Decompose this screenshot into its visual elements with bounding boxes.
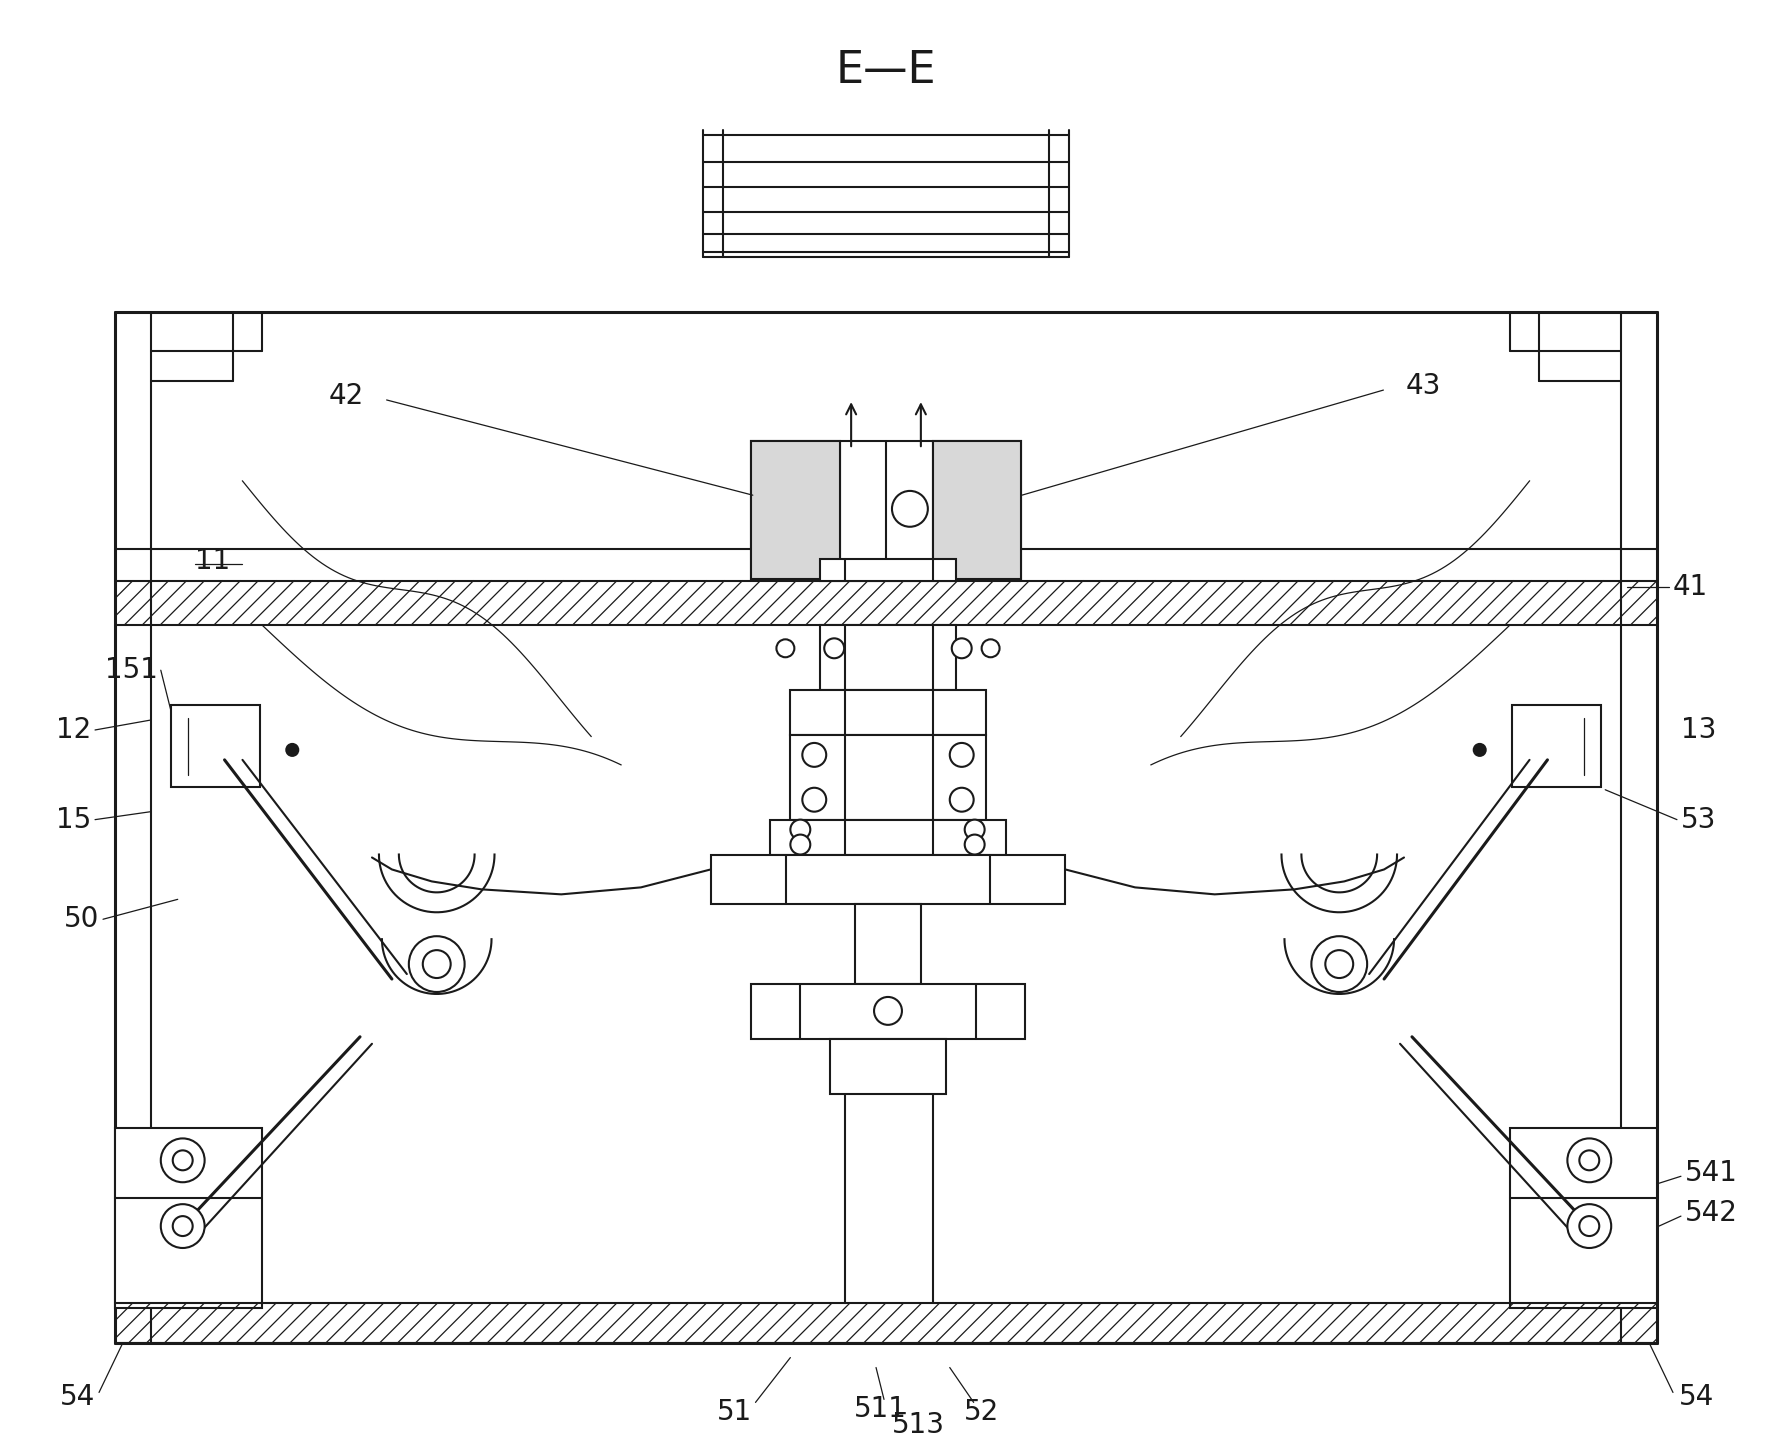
Bar: [856, 904, 921, 984]
Bar: [711, 855, 1065, 904]
Circle shape: [803, 788, 826, 811]
Circle shape: [950, 743, 973, 766]
Circle shape: [790, 820, 810, 840]
Circle shape: [790, 834, 810, 855]
Circle shape: [409, 936, 464, 992]
Bar: [170, 705, 260, 786]
Circle shape: [1568, 1204, 1611, 1248]
Circle shape: [964, 834, 985, 855]
Circle shape: [874, 997, 902, 1024]
Circle shape: [982, 640, 999, 657]
Text: 541: 541: [1685, 1159, 1738, 1187]
Text: 513: 513: [891, 1412, 944, 1439]
Circle shape: [891, 490, 929, 527]
Bar: [771, 820, 1005, 855]
Bar: [790, 736, 985, 820]
Circle shape: [824, 638, 843, 659]
Circle shape: [950, 788, 973, 811]
Circle shape: [952, 638, 971, 659]
Text: 15: 15: [55, 805, 90, 834]
Text: 54: 54: [60, 1383, 94, 1412]
Bar: [751, 441, 840, 579]
Bar: [751, 441, 1021, 579]
Circle shape: [776, 640, 794, 657]
Text: 43: 43: [1405, 373, 1441, 400]
Circle shape: [287, 744, 298, 756]
Bar: [932, 441, 1021, 579]
Circle shape: [964, 820, 985, 840]
Text: 511: 511: [854, 1396, 907, 1423]
Circle shape: [803, 743, 826, 766]
Text: 12: 12: [55, 715, 90, 744]
Text: 151: 151: [105, 656, 158, 685]
Circle shape: [1474, 744, 1485, 756]
Text: 54: 54: [1680, 1383, 1715, 1412]
Text: 542: 542: [1685, 1199, 1738, 1228]
Circle shape: [172, 1216, 193, 1236]
Bar: [820, 559, 955, 580]
Text: 52: 52: [964, 1399, 999, 1426]
Text: E—E: E—E: [836, 49, 936, 91]
Bar: [820, 625, 955, 691]
Text: 51: 51: [718, 1399, 751, 1426]
Text: 11: 11: [195, 547, 230, 575]
Circle shape: [1325, 950, 1354, 978]
Circle shape: [161, 1204, 204, 1248]
Bar: [790, 691, 985, 736]
Circle shape: [424, 950, 450, 978]
Circle shape: [1568, 1139, 1611, 1183]
Bar: [115, 1129, 262, 1307]
Circle shape: [161, 1139, 204, 1183]
Text: 13: 13: [1682, 715, 1717, 744]
Bar: [831, 1039, 946, 1094]
Text: 41: 41: [1673, 573, 1708, 601]
Text: 50: 50: [64, 905, 99, 933]
Bar: [1510, 1129, 1657, 1307]
Text: 53: 53: [1682, 805, 1717, 834]
Circle shape: [1579, 1216, 1600, 1236]
Circle shape: [1311, 936, 1368, 992]
Bar: [751, 984, 1026, 1039]
Circle shape: [172, 1151, 193, 1171]
Circle shape: [1579, 1151, 1600, 1171]
Text: 42: 42: [330, 382, 363, 411]
Bar: [1512, 705, 1602, 786]
